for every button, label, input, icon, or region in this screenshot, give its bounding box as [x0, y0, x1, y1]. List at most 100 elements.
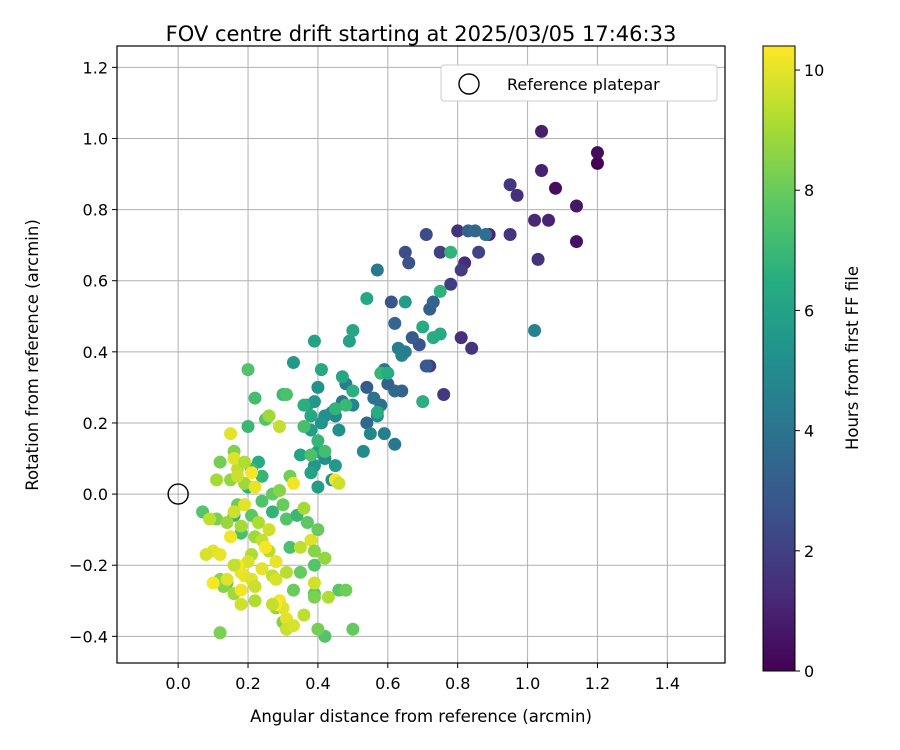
data-point — [307, 590, 321, 604]
colorbar: 0 2 4 6 8 10 Hours from first FF file — [762, 45, 862, 681]
data-point — [332, 423, 346, 437]
colorbar-tick-label: 10 — [804, 61, 824, 80]
data-point — [304, 409, 318, 423]
data-point — [248, 480, 262, 494]
legend-box — [440, 64, 718, 102]
data-point — [234, 583, 248, 597]
data-point — [227, 505, 241, 519]
data-point — [367, 391, 381, 405]
data-point — [265, 505, 279, 519]
data-point — [248, 594, 262, 608]
data-point — [248, 580, 262, 594]
data-point — [377, 427, 391, 441]
data-point — [283, 540, 297, 554]
data-point — [311, 480, 325, 494]
data-point — [433, 327, 447, 341]
x-tick-label: 0.2 — [235, 674, 260, 693]
data-point — [454, 331, 468, 345]
data-point — [241, 555, 255, 569]
data-point — [265, 597, 279, 611]
data-point — [224, 530, 238, 544]
chart-title: FOV centre drift starting at 2025/03/05 … — [166, 22, 677, 46]
data-point — [234, 597, 248, 611]
data-point — [255, 469, 269, 483]
data-point — [503, 178, 517, 192]
data-point — [293, 565, 307, 579]
x-tick-label: 1.2 — [585, 674, 610, 693]
data-point — [416, 320, 430, 334]
data-point — [206, 576, 220, 590]
data-point — [241, 363, 255, 377]
data-point — [255, 494, 269, 508]
data-point — [227, 558, 241, 572]
data-point — [426, 295, 440, 309]
data-point — [252, 516, 266, 530]
data-point — [388, 437, 402, 451]
data-point — [227, 452, 241, 466]
data-point — [590, 156, 604, 170]
data-point — [286, 356, 300, 370]
data-point — [199, 548, 213, 562]
x-axis-ticks: 0.0 0.2 0.4 0.6 0.8 1.0 1.2 1.4 — [165, 663, 680, 693]
data-point — [510, 188, 524, 202]
data-point — [398, 345, 412, 359]
data-point — [360, 291, 374, 305]
data-point — [300, 516, 314, 530]
data-point — [213, 455, 227, 469]
data-point — [297, 501, 311, 515]
legend-marker-icon — [458, 73, 480, 95]
data-point — [433, 245, 447, 259]
data-point — [419, 227, 433, 241]
data-point — [321, 590, 335, 604]
data-point — [549, 181, 563, 195]
data-point — [356, 444, 370, 458]
data-point — [203, 512, 217, 526]
data-point — [328, 402, 342, 416]
data-point — [528, 213, 542, 227]
colorbar-label: Hours from first FF file — [843, 266, 862, 450]
y-tick-label: 0.0 — [83, 485, 108, 504]
x-tick-label: 0.8 — [445, 674, 470, 693]
data-point — [398, 295, 412, 309]
data-point — [304, 448, 318, 462]
data-point — [398, 245, 412, 259]
data-point — [311, 434, 325, 448]
data-point — [381, 377, 395, 391]
data-point — [304, 466, 318, 480]
data-point — [307, 558, 321, 572]
data-point — [262, 523, 276, 537]
y-tick-label: 1.2 — [83, 58, 108, 77]
data-point — [465, 341, 479, 355]
data-point — [213, 626, 227, 640]
y-tick-label: 0.2 — [83, 414, 108, 433]
data-point — [384, 295, 398, 309]
colorbar-ticks: 0 2 4 6 8 10 — [795, 61, 824, 681]
colorbar-tick-label: 4 — [804, 422, 814, 441]
data-point — [279, 388, 293, 402]
data-point — [339, 398, 353, 412]
data-points — [196, 124, 604, 643]
data-point — [213, 548, 227, 562]
data-point — [238, 455, 252, 469]
data-point — [210, 473, 224, 487]
data-point — [248, 391, 262, 405]
data-point — [269, 555, 283, 569]
data-point — [531, 252, 545, 266]
data-point — [286, 583, 300, 597]
data-point — [241, 420, 255, 434]
data-point — [304, 533, 318, 547]
colorbar-tick-label: 2 — [804, 542, 814, 561]
x-tick-label: 0.4 — [305, 674, 330, 693]
y-tick-label: 0.6 — [83, 272, 108, 291]
data-point — [297, 608, 311, 622]
data-point — [472, 245, 486, 259]
data-point — [293, 540, 307, 554]
data-point — [272, 420, 286, 434]
data-point — [468, 224, 482, 238]
y-axis-title: Rotation from reference (arcmin) — [23, 219, 42, 491]
data-point — [311, 380, 325, 394]
data-point — [346, 384, 360, 398]
data-point — [370, 405, 384, 419]
data-point — [307, 544, 321, 558]
data-point — [342, 334, 356, 348]
